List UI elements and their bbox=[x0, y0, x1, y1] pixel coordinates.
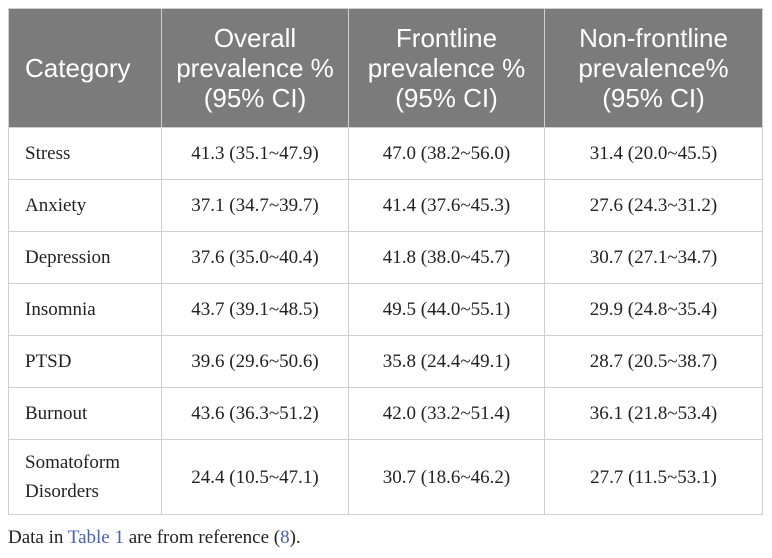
data-table-container: Category Overall prevalence % (95% CI) F… bbox=[8, 8, 763, 515]
overall-cell: 41.3 (35.1~47.9) bbox=[161, 127, 349, 180]
header-overall-prevalence: Overall prevalence % (95% CI) bbox=[161, 8, 349, 128]
table-row: Somatoform Disorders 24.4 (10.5~47.1) 30… bbox=[8, 439, 763, 515]
table-row: Burnout 43.6 (36.3~51.2) 42.0 (33.2~51.4… bbox=[8, 387, 763, 440]
footnote-middle: are from reference ( bbox=[124, 527, 281, 548]
frontline-cell: 41.8 (38.0~45.7) bbox=[348, 231, 545, 284]
overall-cell: 37.6 (35.0~40.4) bbox=[161, 231, 349, 284]
table-row: Stress 41.3 (35.1~47.9) 47.0 (38.2~56.0)… bbox=[8, 127, 763, 180]
category-cell: Depression bbox=[8, 231, 162, 284]
frontline-cell: 49.5 (44.0~55.1) bbox=[348, 283, 545, 336]
reference-8-link[interactable]: 8 bbox=[280, 527, 290, 548]
category-cell: Stress bbox=[8, 127, 162, 180]
frontline-cell: 47.0 (38.2~56.0) bbox=[348, 127, 545, 180]
table-row: PTSD 39.6 (29.6~50.6) 35.8 (24.4~49.1) 2… bbox=[8, 335, 763, 388]
non-frontline-cell: 27.6 (24.3~31.2) bbox=[544, 179, 763, 232]
table-header-row: Category Overall prevalence % (95% CI) F… bbox=[8, 8, 763, 128]
table-row: Insomnia 43.7 (39.1~48.5) 49.5 (44.0~55.… bbox=[8, 283, 763, 336]
footnote-suffix: ). bbox=[289, 527, 301, 548]
category-cell: PTSD bbox=[8, 335, 162, 388]
category-cell: Anxiety bbox=[8, 179, 162, 232]
non-frontline-cell: 31.4 (20.0~45.5) bbox=[544, 127, 763, 180]
category-cell: Burnout bbox=[8, 387, 162, 440]
overall-cell: 43.6 (36.3~51.2) bbox=[161, 387, 349, 440]
category-cell: Insomnia bbox=[8, 283, 162, 336]
frontline-cell: 35.8 (24.4~49.1) bbox=[348, 335, 545, 388]
table-1-link[interactable]: Table 1 bbox=[67, 527, 124, 548]
non-frontline-cell: 36.1 (21.8~53.4) bbox=[544, 387, 763, 440]
non-frontline-cell: 29.9 (24.8~35.4) bbox=[544, 283, 763, 336]
header-category: Category bbox=[8, 8, 162, 128]
table-row: Anxiety 37.1 (34.7~39.7) 41.4 (37.6~45.3… bbox=[8, 179, 763, 232]
frontline-cell: 42.0 (33.2~51.4) bbox=[348, 387, 545, 440]
category-cell: Somatoform Disorders bbox=[8, 439, 162, 515]
header-frontline-prevalence: Frontline prevalence % (95% CI) bbox=[348, 8, 545, 128]
overall-cell: 43.7 (39.1~48.5) bbox=[161, 283, 349, 336]
non-frontline-cell: 30.7 (27.1~34.7) bbox=[544, 231, 763, 284]
frontline-cell: 41.4 (37.6~45.3) bbox=[348, 179, 545, 232]
overall-cell: 37.1 (34.7~39.7) bbox=[161, 179, 349, 232]
non-frontline-cell: 28.7 (20.5~38.7) bbox=[544, 335, 763, 388]
overall-cell: 39.6 (29.6~50.6) bbox=[161, 335, 349, 388]
prevalence-table: Category Overall prevalence % (95% CI) F… bbox=[8, 8, 763, 515]
header-non-frontline-prevalence: Non-frontline prevalence% (95% CI) bbox=[544, 8, 763, 128]
table-footnote: Data in Table 1 are from reference (8). bbox=[8, 527, 301, 549]
non-frontline-cell: 27.7 (11.5~53.1) bbox=[544, 439, 763, 515]
frontline-cell: 30.7 (18.6~46.2) bbox=[348, 439, 545, 515]
footnote-prefix: Data in bbox=[8, 527, 68, 548]
overall-cell: 24.4 (10.5~47.1) bbox=[161, 439, 349, 515]
table-row: Depression 37.6 (35.0~40.4) 41.8 (38.0~4… bbox=[8, 231, 763, 284]
